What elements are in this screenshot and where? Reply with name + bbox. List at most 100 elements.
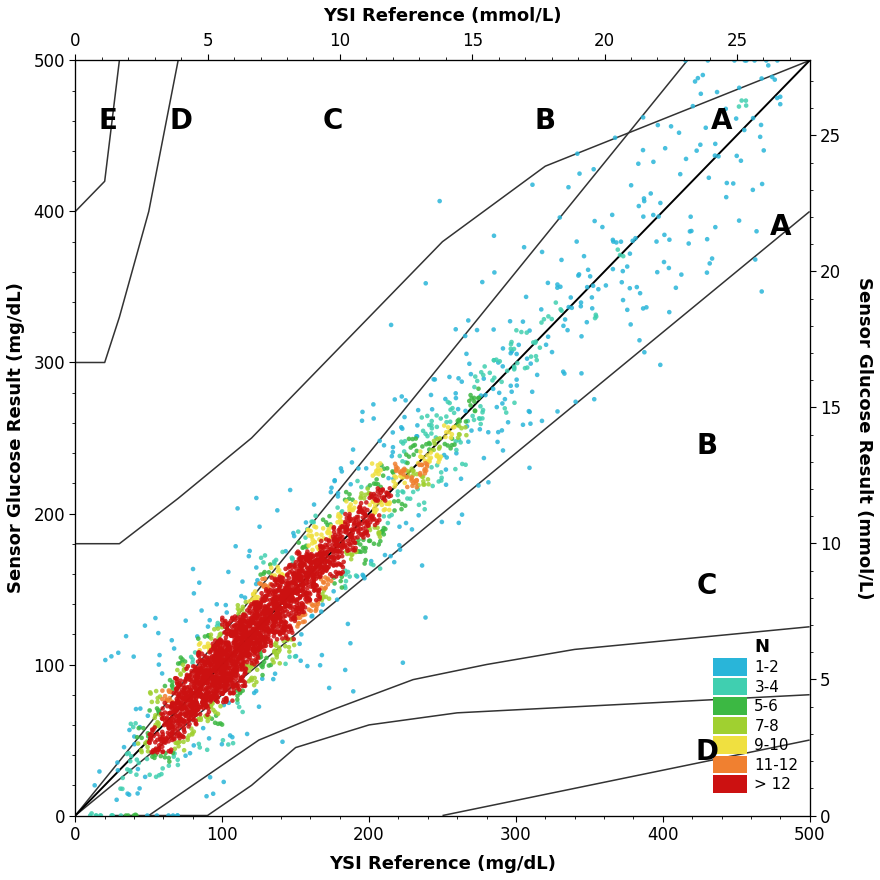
Point — [233, 639, 247, 653]
Point — [369, 494, 383, 508]
Point — [269, 590, 283, 604]
Point — [294, 576, 308, 590]
Point — [197, 640, 211, 654]
Point — [173, 696, 187, 710]
Point — [296, 583, 310, 598]
Point — [335, 520, 349, 534]
Point — [454, 422, 468, 436]
Point — [232, 663, 246, 677]
Point — [197, 676, 211, 690]
Point — [243, 544, 257, 558]
Point — [239, 615, 253, 629]
Point — [135, 730, 149, 744]
Point — [259, 615, 273, 629]
Point — [386, 466, 400, 480]
Point — [188, 686, 202, 700]
Point — [273, 627, 287, 641]
Point — [178, 699, 192, 713]
Point — [179, 708, 193, 722]
Point — [149, 748, 163, 762]
Point — [246, 616, 260, 630]
Point — [443, 370, 457, 384]
Point — [240, 632, 254, 646]
Point — [232, 651, 246, 665]
Point — [307, 497, 321, 511]
Point — [495, 396, 510, 410]
Point — [354, 527, 368, 541]
Point — [296, 579, 310, 593]
Point — [240, 642, 254, 656]
Point — [158, 689, 172, 703]
Point — [171, 715, 185, 730]
Point — [257, 567, 271, 581]
Point — [188, 669, 202, 683]
Point — [309, 604, 323, 618]
Point — [522, 404, 536, 418]
Point — [287, 638, 301, 652]
Point — [105, 809, 119, 823]
Point — [341, 544, 355, 558]
Point — [358, 508, 372, 522]
Point — [216, 618, 230, 632]
Point — [295, 602, 309, 616]
Point — [278, 603, 292, 617]
Point — [432, 451, 446, 466]
Point — [748, 253, 762, 267]
Point — [278, 590, 292, 604]
Point — [300, 545, 314, 559]
Point — [238, 623, 253, 637]
Point — [341, 617, 355, 631]
Point — [392, 520, 407, 534]
Point — [216, 695, 231, 709]
Point — [223, 665, 237, 679]
Point — [370, 492, 385, 506]
Point — [298, 566, 312, 580]
Point — [239, 622, 253, 636]
Point — [216, 613, 230, 627]
Point — [529, 334, 543, 348]
Point — [334, 581, 348, 595]
Point — [304, 604, 318, 618]
Point — [304, 559, 319, 573]
Point — [588, 312, 602, 326]
Point — [214, 666, 228, 680]
Point — [184, 686, 198, 700]
Point — [142, 735, 156, 749]
Point — [315, 648, 329, 662]
Point — [558, 312, 572, 326]
Point — [235, 619, 249, 633]
Point — [301, 567, 315, 581]
Point — [228, 642, 242, 656]
Point — [297, 558, 311, 572]
Point — [238, 615, 252, 629]
Point — [289, 606, 303, 620]
Point — [211, 660, 225, 674]
Point — [300, 581, 314, 595]
Point — [319, 564, 334, 578]
Point — [293, 553, 307, 567]
Point — [277, 614, 291, 628]
Point — [359, 495, 373, 510]
Point — [265, 568, 279, 583]
Point — [275, 632, 290, 646]
Point — [395, 497, 409, 511]
Point — [198, 657, 212, 671]
Point — [197, 671, 211, 686]
Point — [271, 578, 285, 592]
Point — [172, 735, 187, 749]
Point — [234, 657, 248, 671]
Point — [300, 573, 314, 587]
Point — [176, 730, 190, 744]
Point — [199, 699, 213, 713]
Point — [268, 608, 282, 622]
Point — [348, 531, 362, 545]
Point — [275, 615, 289, 629]
Point — [267, 656, 281, 670]
Point — [267, 580, 281, 594]
Point — [216, 668, 230, 682]
Point — [523, 405, 537, 419]
Point — [172, 713, 187, 727]
Point — [255, 600, 269, 614]
Point — [264, 604, 278, 618]
Point — [205, 678, 219, 692]
